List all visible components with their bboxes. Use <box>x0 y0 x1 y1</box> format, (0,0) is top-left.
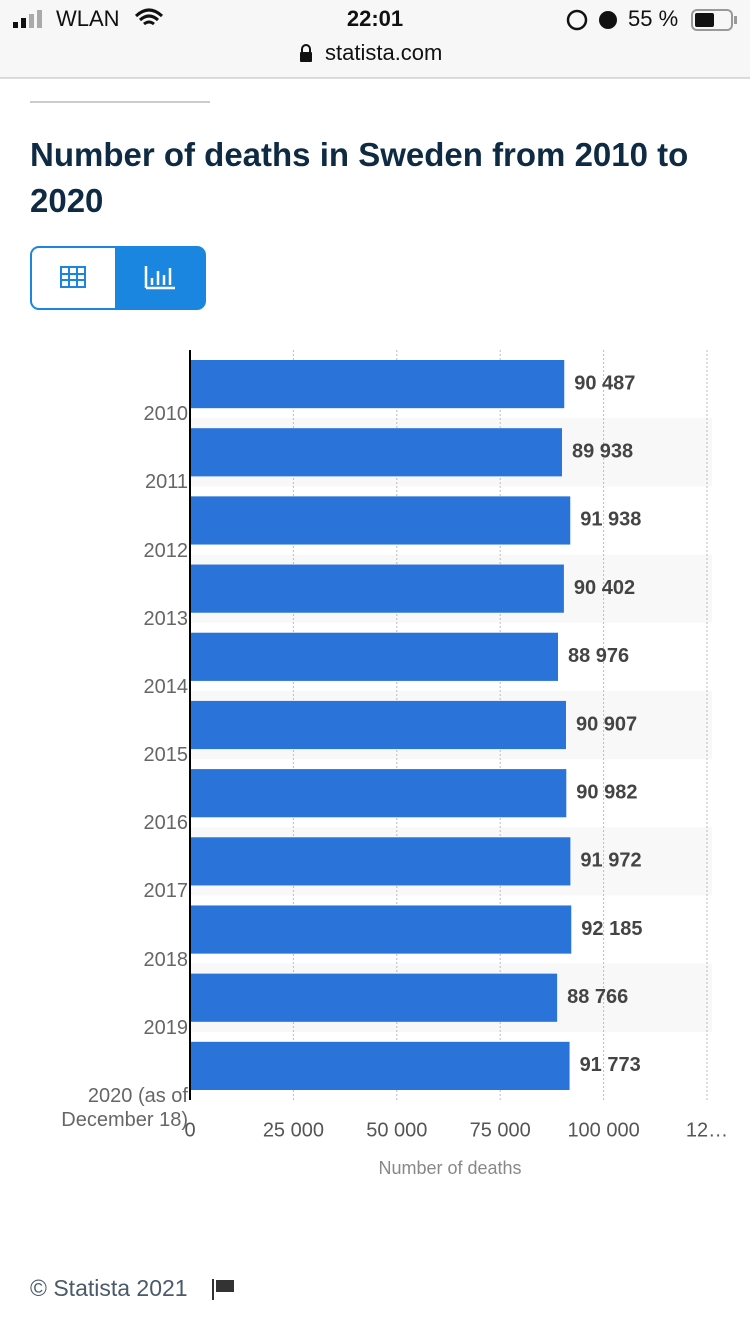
category-label-box: 2012 <box>143 539 189 562</box>
y-tick-label: 2014 <box>143 675 189 698</box>
category-label-box: 2011 <box>144 471 188 494</box>
value-label: 91 972 <box>580 850 641 872</box>
category-label-box: 2016 <box>143 812 189 835</box>
clock: 22:01 <box>347 6 403 31</box>
bar <box>190 632 559 681</box>
x-axis-label: Number of deaths <box>378 1158 521 1178</box>
y-tick-label: 2016 <box>143 812 189 835</box>
bar <box>190 769 567 818</box>
chart-button[interactable] <box>115 247 205 309</box>
y-tick-label: 2020 (as of December 18) <box>61 1085 188 1131</box>
x-tick-label: 25 000 <box>263 1119 324 1141</box>
bar <box>190 1041 570 1090</box>
rotation-lock-icon <box>566 9 588 31</box>
view-toggle <box>30 246 206 310</box>
flag-icon <box>212 1279 234 1300</box>
bar <box>190 564 564 613</box>
bar <box>190 905 572 954</box>
battery-icon <box>691 9 737 31</box>
bar <box>190 428 562 477</box>
value-label: 90 402 <box>574 577 635 599</box>
category-label-box: 2010 <box>143 403 189 426</box>
chart-title: Number of deaths in Sweden from 2010 to 2… <box>30 136 688 219</box>
y-tick-label: 2013 <box>143 607 189 630</box>
category-label-box: 2014 <box>143 675 189 698</box>
value-label: 88 976 <box>568 645 629 667</box>
bar <box>190 496 571 545</box>
value-label: 91 938 <box>580 509 641 531</box>
plot: 0 25 000 50 000 75 000 100 000 12… 90 487 2010 8… <box>61 350 728 1141</box>
x-tick-label: 100 000 <box>567 1119 639 1141</box>
y-tick-label: 2011 <box>144 471 188 494</box>
browser-bar <box>0 0 750 78</box>
x-tick-label: 50 000 <box>366 1119 427 1141</box>
category-label-box: 2015 <box>143 744 189 767</box>
alarm-icon <box>599 11 617 29</box>
value-label: 92 185 <box>581 918 642 940</box>
battery-percent: 55 % <box>628 6 678 31</box>
url[interactable]: statista.com <box>325 40 442 65</box>
y-tick-label: 2010 <box>143 403 189 426</box>
x-tick-label: 0 <box>184 1119 195 1141</box>
y-tick-label: 2019 <box>143 1016 189 1039</box>
category-label-box: 2018 <box>143 948 189 971</box>
value-label: 90 907 <box>576 713 637 735</box>
lock-icon <box>300 44 312 62</box>
category-label-box: 2017 <box>143 880 189 903</box>
y-tick-label: 2012 <box>143 539 189 562</box>
value-label: 90 487 <box>574 372 635 394</box>
bar <box>190 973 558 1022</box>
bar <box>190 700 566 750</box>
x-tick-label: 75 000 <box>470 1119 531 1141</box>
value-label: 90 982 <box>576 781 637 803</box>
y-tick-label: 2018 <box>143 948 189 971</box>
category-label-box: 2013 <box>143 607 189 630</box>
category-label-box: 2020 (as of December 18) <box>61 1085 188 1131</box>
value-label: 88 766 <box>567 986 628 1008</box>
bar <box>190 837 571 886</box>
value-label: 89 938 <box>572 441 633 463</box>
carrier: WLAN <box>56 6 120 31</box>
bar <box>190 360 565 409</box>
table-icon <box>60 266 86 288</box>
value-label: 91 773 <box>580 1054 641 1076</box>
signal-icon <box>13 10 42 28</box>
category-label-box: 2019 <box>143 1016 189 1039</box>
y-tick-label: 2015 <box>143 744 189 767</box>
y-tick-label: 2017 <box>143 880 189 903</box>
copyright: © Statista 2021 <box>30 1275 188 1301</box>
wifi-icon <box>134 8 164 26</box>
chart-icon <box>144 266 175 290</box>
x-tick-label: 12… <box>686 1119 728 1141</box>
